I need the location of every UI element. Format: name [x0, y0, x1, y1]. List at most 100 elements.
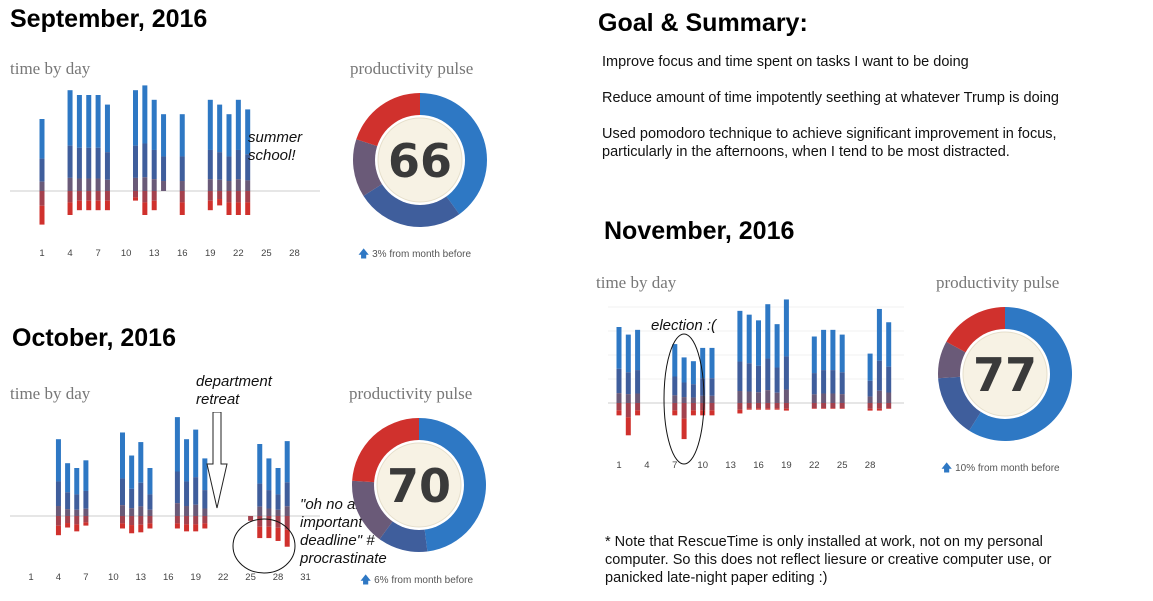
bar-productive — [67, 90, 73, 191]
bar-productive — [76, 95, 82, 191]
bar-segment-very-distracting — [174, 523, 180, 529]
bar-segment-distracting — [783, 403, 789, 409]
pulse-score: 66 — [388, 134, 452, 188]
bar-segment-productive — [635, 370, 641, 394]
bar-distracting — [95, 191, 101, 211]
x-tick-label: 16 — [753, 460, 764, 471]
bar-segment-very-distracting — [839, 407, 845, 409]
bar-segment-productive — [55, 481, 61, 507]
bar-segment-neutral — [151, 179, 157, 191]
x-tick-label: 1 — [616, 460, 621, 471]
bar-segment-neutral — [235, 179, 241, 191]
x-tick-label: 7 — [95, 248, 100, 259]
bar-segment-productive — [67, 145, 73, 178]
pulse-change-november: 🡅 10% from month before — [941, 459, 1060, 478]
bar-segment-very-distracting — [783, 408, 789, 411]
bar-segment-very-distracting — [765, 408, 771, 410]
bar-segment-neutral — [690, 397, 696, 403]
x-tick-label: 1 — [28, 572, 33, 583]
bar-segment-distracting — [65, 516, 71, 524]
pulse-slice-neutral — [352, 480, 394, 540]
bar-segment-productive — [65, 492, 71, 510]
bar-segment-productive — [681, 382, 687, 398]
bar-productive — [765, 304, 771, 403]
bar-distracting — [174, 516, 180, 529]
bar-segment-very-productive — [690, 361, 696, 385]
bar-segment-very-productive — [202, 458, 208, 491]
bar-segment-neutral — [681, 397, 687, 403]
bar-segment-very-distracting — [133, 197, 138, 201]
bar-segment-productive — [709, 378, 715, 396]
bar-productive — [86, 95, 92, 191]
pulse-slice-very-productive — [969, 307, 1072, 441]
bar-productive — [257, 444, 263, 516]
bar-segment-very-distracting — [151, 200, 157, 211]
bar-segment-very-productive — [737, 310, 743, 362]
x-tick-label: 22 — [233, 248, 244, 259]
bar-segment-very-productive — [616, 327, 622, 369]
bar-productive — [700, 347, 706, 403]
bar-distracting — [876, 403, 882, 411]
bar-segment-distracting — [284, 516, 290, 530]
bar-productive — [737, 310, 743, 403]
bar-segment-neutral — [193, 504, 199, 516]
bar-segment-very-productive — [275, 468, 281, 495]
bar-productive — [174, 417, 180, 516]
bar-segment-very-distracting — [104, 200, 110, 211]
summary-item: Used pomodoro technique to achieve signi… — [602, 126, 1057, 160]
bar-segment-very-distracting — [774, 408, 780, 410]
bar-distracting — [737, 403, 743, 414]
bar-segment-productive — [147, 494, 153, 510]
bar-segment-distracting — [39, 191, 45, 206]
bar-segment-distracting — [616, 403, 622, 411]
x-tick-label: 25 — [261, 248, 272, 259]
bar-segment-very-productive — [811, 336, 817, 374]
bar-segment-very-productive — [821, 329, 827, 371]
bar-segment-productive — [207, 149, 213, 180]
bar-segment-very-distracting — [83, 522, 89, 526]
time-by-day-chart-november: 1 4 7 10 13 16 19 22 25 28 — [608, 299, 904, 471]
bar-segment-distracting — [217, 191, 223, 200]
bar-segment-distracting — [174, 516, 180, 524]
bar-segment-neutral — [138, 506, 144, 516]
bar-segment-neutral — [625, 394, 631, 403]
bar-segment-very-productive — [700, 347, 706, 379]
summary-item: Improve focus and time spent on tasks I … — [602, 54, 969, 70]
bar-segment-distracting — [635, 403, 641, 411]
bar-segment-very-distracting — [74, 524, 80, 532]
bar-distracting — [147, 516, 153, 529]
bar-productive — [830, 329, 836, 403]
pulse-slice-very-productive — [420, 93, 487, 215]
bar-segment-productive — [76, 147, 82, 179]
bar-segment-neutral — [207, 179, 213, 191]
pulse-change-september: 🡅 3% from month before — [358, 245, 471, 264]
bar-segment-neutral — [257, 506, 263, 516]
bar-productive — [193, 429, 199, 516]
bar-distracting — [248, 516, 254, 521]
bar-segment-very-productive — [147, 468, 153, 495]
bar-segment-productive — [765, 358, 771, 391]
bar-segment-distracting — [867, 403, 873, 409]
bar-segment-very-productive — [161, 114, 167, 157]
bar-productive — [811, 336, 817, 403]
bar-productive — [284, 441, 290, 516]
bar-segment-very-productive — [867, 353, 873, 381]
bar-segment-distracting — [83, 516, 89, 523]
bar-distracting — [257, 516, 263, 539]
bar-segment-distracting — [133, 191, 138, 198]
bar-productive — [147, 468, 153, 516]
bar-productive — [129, 455, 135, 516]
bar-segment-productive — [811, 373, 817, 395]
pulse-score-background — [377, 117, 463, 203]
bar-segment-very-distracting — [616, 410, 622, 416]
bar-segment-distracting — [226, 191, 232, 203]
bar-productive — [886, 322, 892, 403]
x-tick-label: 22 — [218, 572, 229, 583]
x-tick-label: 10 — [121, 248, 132, 259]
pulse-slice-neutral — [353, 139, 383, 196]
bar-segment-distracting — [138, 516, 144, 525]
bar-segment-distracting — [765, 403, 771, 409]
bar-segment-very-productive — [86, 95, 92, 148]
bar-segment-productive — [821, 370, 827, 394]
bar-segment-very-distracting — [95, 200, 101, 211]
